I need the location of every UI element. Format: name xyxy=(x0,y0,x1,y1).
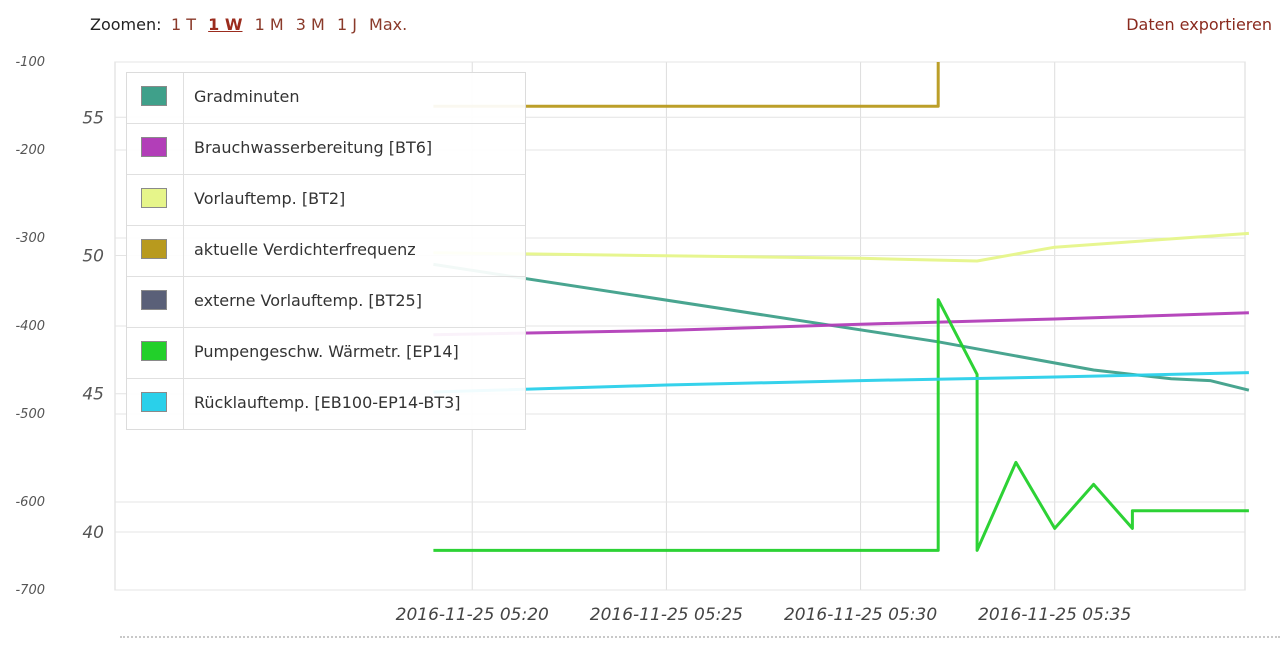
series-line-brauchwasserbereitung xyxy=(433,311,1249,337)
legend-label: Brauchwasserbereitung [BT6] xyxy=(194,138,433,157)
y-tick-label: -600 xyxy=(15,495,45,510)
legend-swatch-vorlauftemp xyxy=(141,188,167,208)
zoom-options: 1 T 1 W 1 M 3 M 1 J Max. xyxy=(171,15,414,34)
chart-legend: Gradminuten Brauchwasserbereitung [BT6] … xyxy=(126,72,526,430)
zoom-1-day[interactable]: 1 T xyxy=(171,15,197,34)
zoom-label: Zoomen: xyxy=(90,15,162,34)
zoom-1-week[interactable]: 1 W xyxy=(208,15,243,34)
series-line-verdichterfrequenz xyxy=(433,62,940,108)
x-tick-label: 2016-11-25 05:20 xyxy=(396,605,549,625)
legend-item-gradminuten[interactable]: Gradminuten xyxy=(127,73,525,124)
bottom-separator xyxy=(120,636,1280,638)
y2-tick-label: 40 xyxy=(82,523,104,543)
legend-label: externe Vorlauftemp. [BT25] xyxy=(194,291,422,310)
y2-tick-label: 55 xyxy=(82,108,104,128)
legend-item-brauchwasser[interactable]: Brauchwasserbereitung [BT6] xyxy=(127,124,525,175)
zoom-max[interactable]: Max. xyxy=(369,15,408,34)
legend-label: Gradminuten xyxy=(194,87,300,106)
y-tick-label: -400 xyxy=(15,319,45,334)
legend-swatch-pumpengeschw xyxy=(141,341,167,361)
legend-label: Rücklauftemp. [EB100-EP14-BT3] xyxy=(194,393,461,412)
legend-item-vorlauftemp[interactable]: Vorlauftemp. [BT2] xyxy=(127,175,525,226)
zoom-1-month[interactable]: 1 M xyxy=(254,15,284,34)
y-tick-label: -200 xyxy=(15,143,45,158)
legend-swatch-ruecklauftemp xyxy=(141,392,167,412)
legend-item-verdichterfrequenz[interactable]: aktuelle Verdichterfrequenz xyxy=(127,226,525,277)
y-tick-label: -300 xyxy=(15,231,45,246)
legend-swatch-externe-vorlauftemp xyxy=(141,290,167,310)
legend-label: Vorlauftemp. [BT2] xyxy=(194,189,346,208)
series-line-ruecklauftemp xyxy=(433,371,1249,394)
series-line-pumpengeschw xyxy=(433,298,1249,552)
legend-swatch-gradminuten xyxy=(141,86,167,106)
y2-tick-label: 50 xyxy=(82,247,104,267)
chart-axes: 2016-11-25 05:20 2016-11-25 05:25 2016-11-… xyxy=(15,55,1131,625)
series-line-vorlauftemp xyxy=(433,231,1250,263)
x-tick-label: 2016-11-25 05:25 xyxy=(590,605,743,625)
x-tick-label: 2016-11-25 05:30 xyxy=(784,605,937,625)
y-tick-label: -100 xyxy=(15,55,45,70)
legend-swatch-brauchwasser xyxy=(141,137,167,157)
chart-series xyxy=(433,62,1250,552)
zoom-3-months[interactable]: 3 M xyxy=(295,15,325,34)
legend-label: aktuelle Verdichterfrequenz xyxy=(194,240,416,259)
zoom-1-year[interactable]: 1 J xyxy=(336,15,357,34)
y2-tick-label: 45 xyxy=(82,385,104,405)
series-line-gradminuten xyxy=(433,262,1250,392)
legend-item-externe-vorlauftemp[interactable]: externe Vorlauftemp. [BT25] xyxy=(127,277,525,328)
export-data-link[interactable]: Daten exportieren xyxy=(1126,15,1272,34)
x-tick-label: 2016-11-25 05:35 xyxy=(978,605,1131,625)
legend-swatch-verdichterfrequenz xyxy=(141,239,167,259)
y-tick-label: -700 xyxy=(15,583,45,598)
y-tick-label: -500 xyxy=(15,407,45,422)
legend-item-ruecklauftemp[interactable]: Rücklauftemp. [EB100-EP14-BT3] xyxy=(127,379,525,429)
legend-label: Pumpengeschw. Wärmetr. [EP14] xyxy=(194,342,459,361)
legend-item-pumpengeschw[interactable]: Pumpengeschw. Wärmetr. [EP14] xyxy=(127,328,525,379)
chart-toolbar: Zoomen: 1 T 1 W 1 M 3 M 1 J Max. Daten e… xyxy=(0,0,1280,50)
